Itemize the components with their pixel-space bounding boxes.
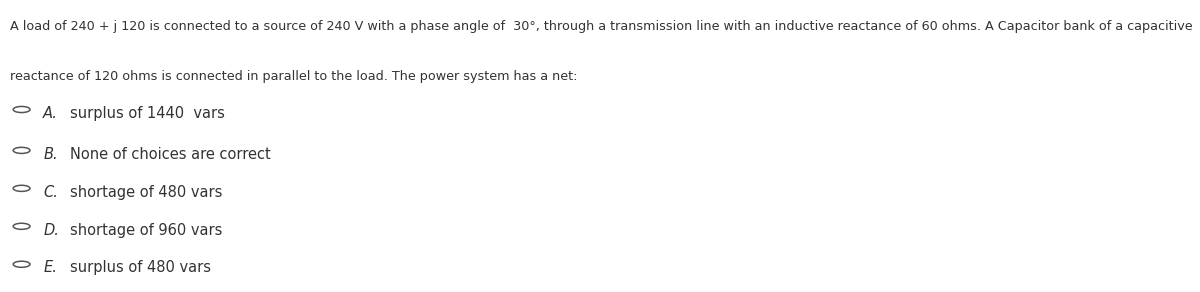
Text: C.: C. (43, 185, 58, 199)
Text: reactance of 120 ohms is connected in parallel to the load. The power system has: reactance of 120 ohms is connected in pa… (10, 70, 577, 83)
Text: B.: B. (43, 147, 58, 161)
Text: E.: E. (43, 260, 58, 275)
Text: shortage of 480 vars: shortage of 480 vars (70, 185, 222, 199)
Text: shortage of 960 vars: shortage of 960 vars (70, 223, 222, 237)
Text: D.: D. (43, 223, 59, 237)
Text: None of choices are correct: None of choices are correct (70, 147, 270, 161)
Text: A load of 240 + j 120 is connected to a source of 240 V with a phase angle of  3: A load of 240 + j 120 is connected to a … (10, 20, 1193, 34)
Text: surplus of 1440  vars: surplus of 1440 vars (70, 106, 224, 121)
Text: surplus of 480 vars: surplus of 480 vars (70, 260, 211, 275)
Text: A.: A. (43, 106, 58, 121)
